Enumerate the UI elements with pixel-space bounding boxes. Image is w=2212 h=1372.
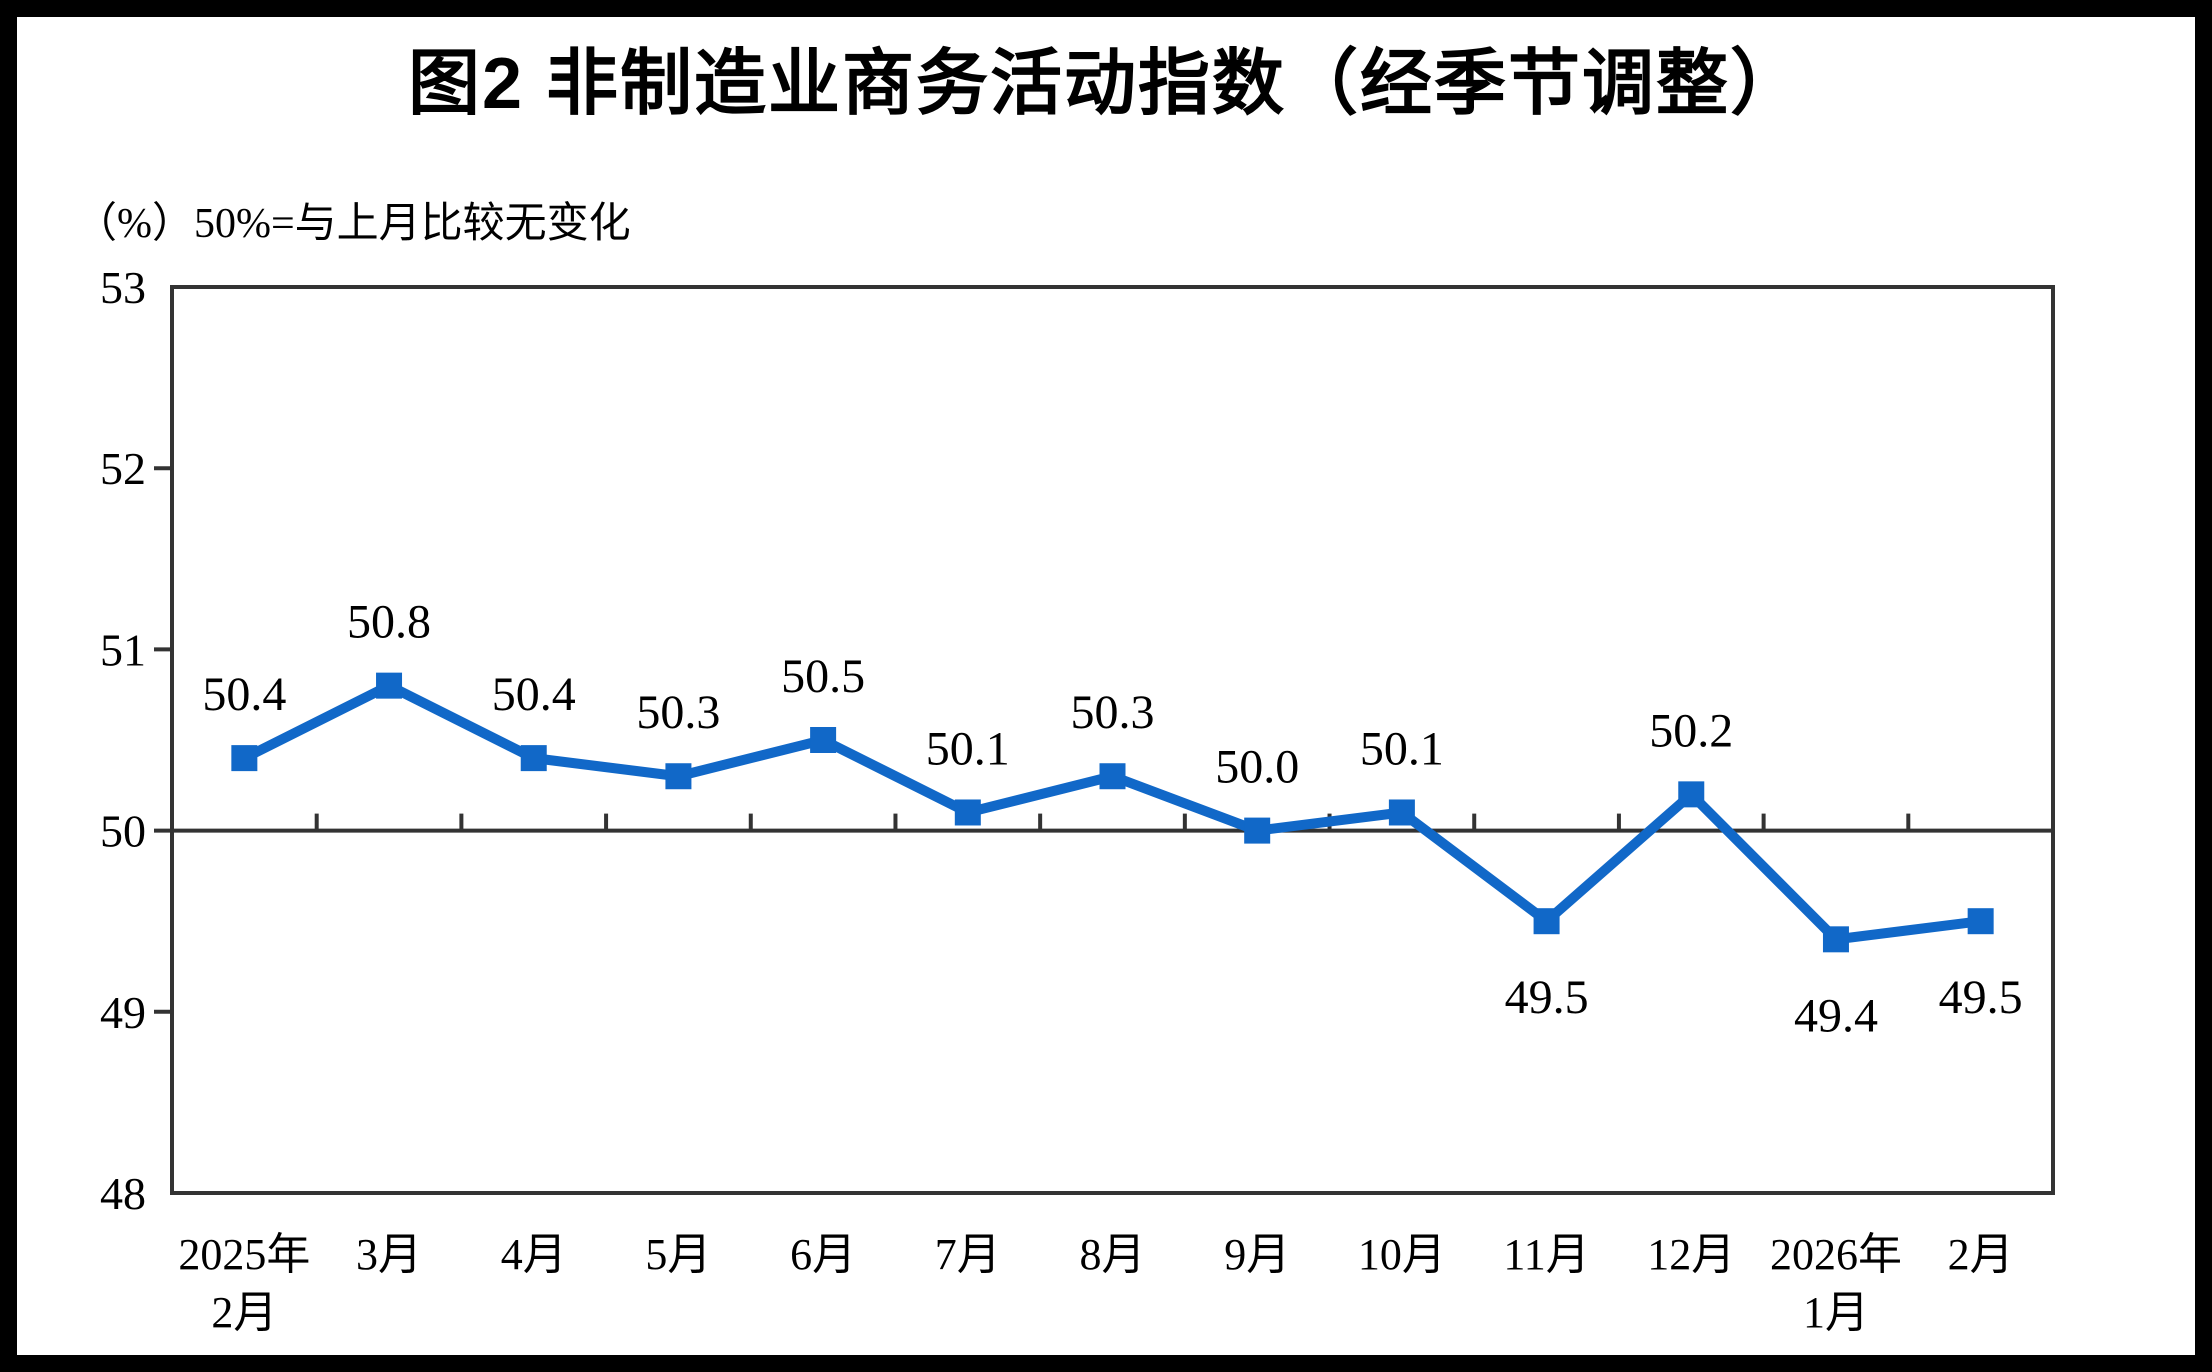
y-tick-label: 50 (100, 806, 146, 857)
x-category-label: 2025年 (178, 1230, 310, 1279)
x-category-label: 5月 (645, 1230, 711, 1279)
data-point-marker (1967, 908, 1994, 935)
x-category-label: 3月 (356, 1230, 422, 1279)
x-category-label: 10月 (1358, 1230, 1446, 1279)
data-point-marker (1533, 908, 1560, 935)
data-point-label: 50.3 (1071, 686, 1155, 739)
y-tick-label: 52 (100, 443, 146, 494)
x-category-label: 7月 (935, 1230, 1001, 1279)
y-tick-label: 53 (100, 262, 146, 313)
plot-border (170, 285, 2055, 1195)
data-point-label: 50.1 (926, 722, 1010, 775)
data-point-marker (376, 672, 403, 699)
x-category-label: 2026年 (1770, 1230, 1902, 1279)
data-point-marker (665, 763, 692, 790)
data-point-marker (1244, 817, 1271, 844)
x-category-label: 2月 (211, 1288, 277, 1337)
data-point-marker (231, 745, 258, 772)
x-category-label: 1月 (1803, 1288, 1869, 1337)
x-category-label: 11月 (1503, 1230, 1589, 1279)
data-point-marker (810, 727, 837, 753)
data-point-label: 50.4 (492, 668, 576, 721)
data-point-label: 49.5 (1939, 971, 2023, 1024)
y-tick-label: 48 (100, 1168, 146, 1219)
y-tick-label: 49 (100, 987, 146, 1038)
data-point-label: 49.4 (1794, 989, 1878, 1042)
x-category-label: 2月 (1948, 1230, 2014, 1279)
y-axis-unit-note: （%）50%=与上月比较无变化 (75, 201, 631, 247)
data-point-label: 50.5 (781, 650, 865, 703)
data-point-marker (1822, 926, 1849, 953)
x-category-label: 12月 (1647, 1230, 1735, 1279)
data-point-label: 50.4 (202, 668, 286, 721)
data-point-marker (1099, 763, 1126, 790)
chart-title: 图2 非制造业商务活动指数（经季节调整） (407, 44, 1805, 124)
data-point-marker (1388, 799, 1415, 826)
data-point-label: 50.1 (1360, 722, 1444, 775)
data-point-label: 50.3 (636, 686, 720, 739)
data-point-label: 50.0 (1215, 741, 1299, 794)
data-point-marker (954, 799, 981, 826)
line-chart: 48 49 50 51 52 53 50.4 50.8 50.4 50.3 50.5 50.1 50.3… (100, 262, 2055, 1337)
x-category-label: 4月 (501, 1230, 567, 1279)
data-point-marker (1678, 781, 1705, 808)
data-point-label: 49.5 (1505, 971, 1589, 1024)
data-point-label: 50.2 (1649, 704, 1733, 757)
x-category-label: 9月 (1224, 1230, 1290, 1279)
x-category-label: 8月 (1080, 1230, 1146, 1279)
data-point-marker (520, 745, 547, 772)
data-point-label: 50.8 (347, 596, 431, 649)
y-tick-label: 51 (100, 624, 146, 675)
x-category-label: 6月 (790, 1230, 856, 1279)
